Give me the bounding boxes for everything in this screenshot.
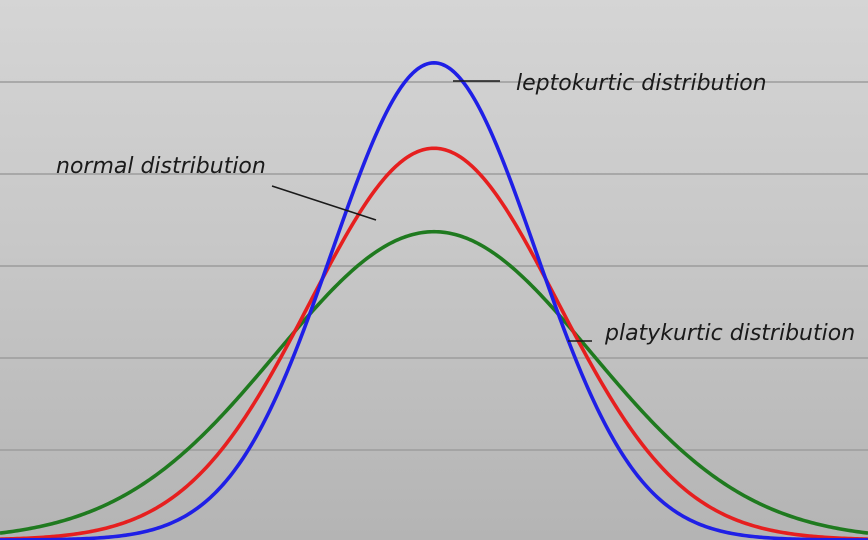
curve-normal: [0, 146, 868, 540]
label-leptokurtic: leptokurtic distribution: [516, 71, 767, 96]
curves: [0, 61, 868, 540]
label-platykurtic: platykurtic distribution: [604, 321, 855, 346]
curve-leptokurtic: [0, 61, 868, 540]
annotation-leaders: [271, 80, 592, 342]
leader-line-normal: [271, 185, 377, 221]
annotation-labels: leptokurtic distribution normal distribu…: [56, 71, 855, 346]
gridlines: [0, 81, 868, 451]
curve-platykurtic: [0, 229, 868, 535]
label-normal: normal distribution: [56, 154, 266, 179]
